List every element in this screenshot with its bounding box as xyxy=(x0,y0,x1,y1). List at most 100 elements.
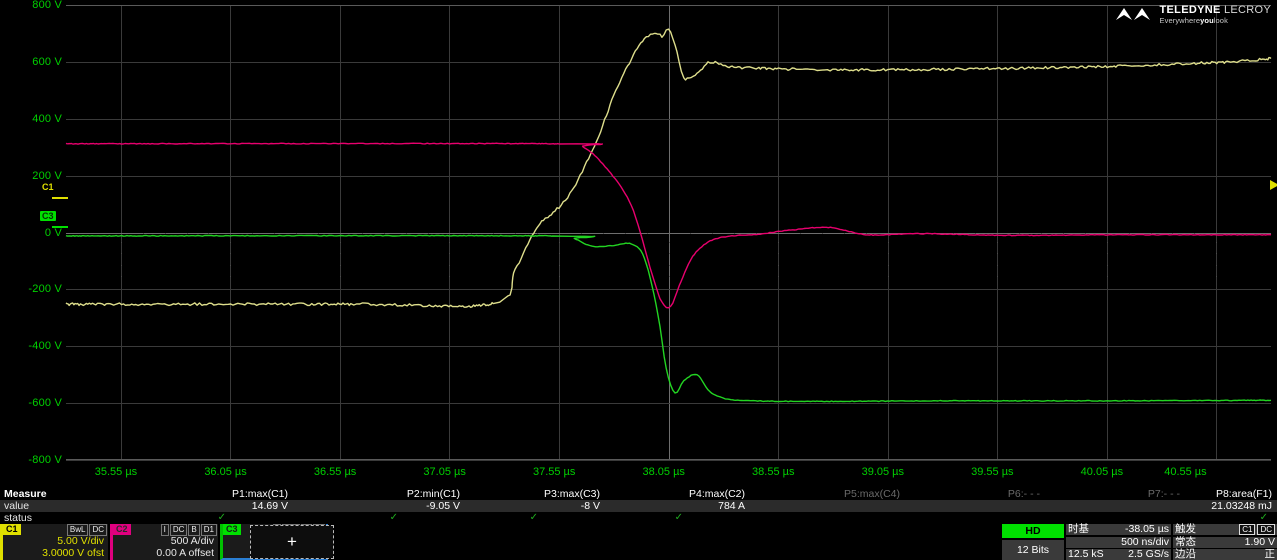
x-axis-tick-label: 37.55 µs xyxy=(532,466,576,478)
y-axis-labels: 800 V 600 V 400 V 200 V 0 V -200 V -400 V -600 … xyxy=(0,0,62,466)
y-axis-tick-label: 400 V xyxy=(32,112,62,125)
grid-tick-dot xyxy=(580,232,582,234)
grid-tick-dot xyxy=(931,232,933,234)
measure-name-8[interactable]: P8:area(F1) xyxy=(1215,488,1272,500)
grid-tick-dot xyxy=(668,253,670,255)
grid-tick-dot xyxy=(1194,232,1196,234)
grid-tick-dot xyxy=(427,232,429,234)
grid-tick-dot xyxy=(1106,276,1108,277)
channel-descriptor-c1[interactable]: C1 BwL DC 5.00 V/div 3.0000 V ofst xyxy=(0,524,108,560)
grid-tick-dot xyxy=(1062,232,1064,234)
grid-tick-dot xyxy=(230,253,232,255)
add-channel-button[interactable]: + xyxy=(250,525,334,559)
trigger-source-row[interactable]: 触发 C1 DC xyxy=(1173,524,1277,535)
grid-tick-dot xyxy=(887,264,889,266)
measure-value-1: 14.69 V xyxy=(251,500,288,512)
timebase-sampling-row[interactable]: 12.5 kS 2.5 GS/s xyxy=(1066,549,1171,560)
measure-name-1[interactable]: P1:max(C1) xyxy=(231,488,288,500)
x-axis-tick-label: 40.05 µs xyxy=(1080,466,1124,478)
trigger-source-badge: C1 xyxy=(1239,524,1256,535)
grid-tick-dot xyxy=(690,232,692,234)
c1-position-marker[interactable]: C1 xyxy=(40,182,56,193)
grid-tick-dot xyxy=(317,232,319,234)
sample-rate-value: 2.5 GS/s xyxy=(1128,548,1169,560)
measure-name-2[interactable]: P2:min(C1) xyxy=(406,488,460,500)
grid-tick-dot xyxy=(1106,241,1108,243)
grid-tick-dot xyxy=(1128,232,1130,234)
grid-tick-dot xyxy=(756,232,758,234)
waveform-display-area[interactable]: 800 V 600 V 400 V 200 V 0 V -200 V -400 V -600 … xyxy=(0,0,1277,486)
channel-descriptor-bar[interactable]: C1 BwL DC 5.00 V/div 3.0000 V ofst C2 I … xyxy=(0,524,1277,560)
y-axis-tick-label: -200 V xyxy=(28,283,62,296)
grid-tick-dot xyxy=(339,253,341,255)
x-axis-tick-label: 36.05 µs xyxy=(204,466,247,478)
c2-id-label: C2 xyxy=(113,524,131,535)
trigger-label: 触发 xyxy=(1175,523,1196,535)
c3-marker-tick xyxy=(52,226,68,229)
grid-tick-dot xyxy=(493,232,495,234)
measure-name-7[interactable]: P7:- - - xyxy=(1147,488,1180,500)
grid-frame-top xyxy=(66,5,1271,6)
channel-descriptor-c2[interactable]: C2 I DC B D1 500 A/div 0.00 A offset xyxy=(110,524,218,560)
c3-position-marker[interactable]: C3 xyxy=(40,211,56,222)
grid-tick-dot xyxy=(449,264,451,266)
grid-tick-dot xyxy=(120,276,122,277)
trigger-mode-row[interactable]: 常态 1.90 V xyxy=(1173,536,1277,548)
c1-level-arrow-icon[interactable] xyxy=(1270,180,1277,191)
grid-tick-dot xyxy=(383,232,385,234)
c3-id-label: C3 xyxy=(223,524,241,535)
grid-tick-dot xyxy=(668,264,670,266)
c1-badges: BwL DC xyxy=(66,524,107,536)
x-axis-tick-label: 38.05 µs xyxy=(642,466,685,478)
trigger-type-row[interactable]: 边沿 正 xyxy=(1173,549,1277,560)
timebase-delay-value: -38.05 µs xyxy=(1125,523,1169,535)
measure-name-3[interactable]: P3:max(C3) xyxy=(543,488,600,500)
grid-tick-dot xyxy=(405,232,407,234)
grid-tick-dot xyxy=(778,264,780,266)
measure-name-6[interactable]: P6:- - - xyxy=(1007,488,1040,500)
trigger-coupling-badge: DC xyxy=(1257,524,1275,535)
grid-tick-dot xyxy=(887,276,889,277)
grid-tick-dot xyxy=(537,232,539,234)
acquisition-status-bar[interactable]: HD 12 Bits 时基 -38.05 µs 500 ns/div 12.5 … xyxy=(1002,524,1277,560)
grid-tick-dot xyxy=(778,241,780,243)
grid-tick-dot xyxy=(778,276,780,277)
trigger-box[interactable]: 触发 C1 DC 常态 1.90 V 边沿 正 xyxy=(1173,524,1277,560)
y-axis-tick-label: 200 V xyxy=(32,169,62,182)
grid-tick-dot xyxy=(142,232,144,234)
hd-mode-box[interactable]: HD 12 Bits xyxy=(1002,524,1064,560)
timebase-box[interactable]: 时基 -38.05 µs 500 ns/div 12.5 kS 2.5 GS/s xyxy=(1066,524,1171,560)
waveform-trace-c3 xyxy=(65,234,1272,403)
teledyne-chevron-logo-icon xyxy=(1115,8,1150,20)
waveform-grid[interactable]: C1 C3 xyxy=(40,5,1277,461)
timebase-delay-row[interactable]: 时基 -38.05 µs xyxy=(1066,524,1171,535)
grid-tick-dot xyxy=(1216,241,1218,243)
waveform-traces xyxy=(65,28,1272,403)
grid-tick-dot xyxy=(449,276,451,277)
grid-tick-dot xyxy=(1084,232,1086,234)
hd-mode-label: HD xyxy=(1002,524,1064,538)
c2-badges: I DC B D1 xyxy=(160,524,217,536)
grid-tick-dot xyxy=(668,276,670,277)
grid-tick-dot xyxy=(668,241,670,243)
measure-name-4[interactable]: P4:max(C2) xyxy=(688,488,745,500)
measurement-table[interactable]: Measure P1:max(C1) P2:min(C1) P3:max(C3) P4… xyxy=(0,488,1277,524)
c1-offset: 3.0000 V ofst xyxy=(42,547,104,559)
waveform-trace-c2 xyxy=(65,142,1272,309)
c1-id-label: C1 xyxy=(3,524,21,535)
c2-badge-b: B xyxy=(188,524,200,536)
grid-tick-dot xyxy=(997,241,999,243)
c2-offset: 0.00 A offset xyxy=(156,547,214,559)
grid-tick-dot xyxy=(208,232,210,234)
grid-tick-dot xyxy=(887,253,889,255)
grid-tick-dot xyxy=(997,276,999,277)
measure-name-5[interactable]: P5:max(C4) xyxy=(843,488,900,500)
grid-line-horizontal xyxy=(66,118,1271,120)
grid-tick-dot xyxy=(865,232,867,234)
grid-tick-dot xyxy=(1216,264,1218,266)
timebase-scale-row[interactable]: 500 ns/div xyxy=(1066,536,1171,548)
measure-value-row: value 14.69 V -9.05 V -8 V 784 A 21.03248 mJ xyxy=(0,500,1277,512)
grid-tick-dot xyxy=(471,232,473,234)
measure-value-3: -8 V xyxy=(580,500,600,512)
